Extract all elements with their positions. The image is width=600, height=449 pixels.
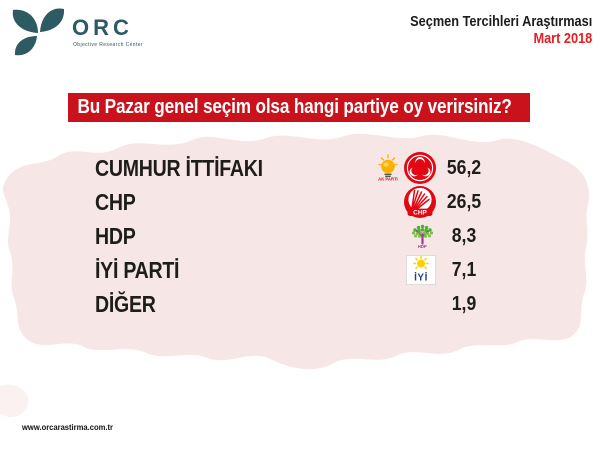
chp-caption: CHP [413,210,427,217]
report-title: Seçmen Tercihleri Araştırması [409,13,592,30]
iyi-sun-logo: İYİ [406,255,436,285]
orc-logo: ORC Objective Research Center [8,4,143,56]
result-row-chp: CHP CHP 26,5 [95,185,492,219]
party-label: HDP [95,222,136,249]
party-label: İYİ PARTİ [95,256,180,283]
mhp-three-crescents-logo [404,152,436,184]
iyi-caption: İYİ [414,271,428,284]
akparti-lightbulb-logo: AK PARTİ [374,154,402,182]
party-label: CHP [95,188,136,215]
results-list: CUMHUR İTTİFAKI [95,151,492,321]
question-text: Bu Pazar genel seçim olsa hangi partiye … [77,96,512,118]
brand-name: ORC [72,15,133,40]
result-row-diger: DİĞER 1,9 [95,287,492,321]
hdp-caption: HDP [418,244,427,250]
orc-trillium-leaves-icon [12,8,65,56]
party-logo-cell: İYİ [374,255,436,285]
party-value: 7,1 [451,258,477,281]
akparti-lightbulb-icon [378,154,398,177]
party-logo-cell: AK PARTİ [374,152,436,184]
report-date: Mart 2018 [533,30,592,48]
hdp-tree-logo: HDP [409,223,436,250]
party-value: 8,3 [451,224,477,247]
result-row-iyi-parti: İYİ PARTİ İYİ 7,1 [95,253,492,287]
party-value: 1,9 [451,292,477,315]
party-logo-cell: HDP [374,223,436,250]
party-value: 56,2 [446,156,482,179]
report-header: Seçmen Tercihleri Araştırması Mart 2018 [410,13,592,48]
party-logo-cell: CHP [374,186,436,218]
brand-subtitle: Objective Research Center [73,42,144,48]
result-row-cumhur-ittifaki: CUMHUR İTTİFAKI [95,151,492,185]
question-banner: Bu Pazar genel seçim olsa hangi partiye … [68,93,530,122]
akparti-caption: AK PARTİ [378,177,398,183]
hdp-tree-icon [411,224,434,245]
result-row-hdp: HDP [95,219,492,253]
party-label: CUMHUR İTTİFAKI [95,154,263,181]
chp-six-arrows-logo: CHP [404,186,436,218]
party-label: DİĞER [95,290,156,317]
website-url: www.orcarastirma.com.tr [22,423,113,432]
party-value: 26,5 [446,190,482,213]
